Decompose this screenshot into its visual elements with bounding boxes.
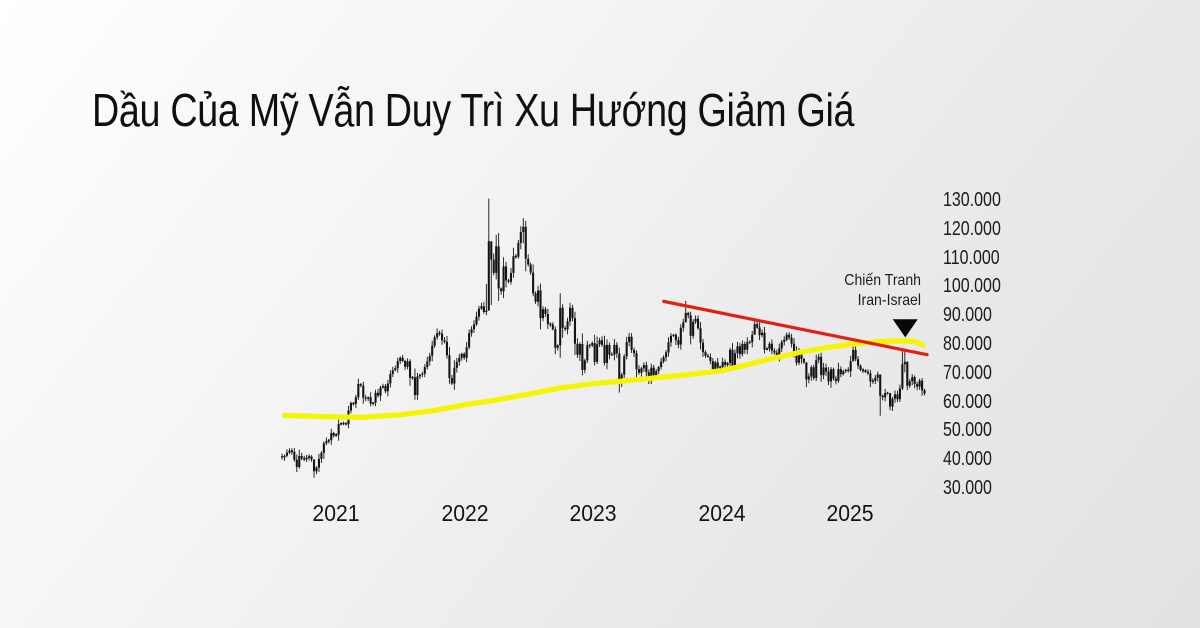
y-tick-label: 120.000 <box>943 217 1001 240</box>
x-tick-label: 2021 <box>312 500 360 526</box>
x-tick-label: 2022 <box>440 500 489 526</box>
moving-average-line <box>282 338 926 420</box>
y-tick-label: 130.000 <box>943 189 1001 211</box>
downtrend-line <box>662 299 929 357</box>
event-annotation-line2: Iran-Israel <box>857 291 921 309</box>
candle-wicks <box>281 198 925 478</box>
y-tick-label: 90.000 <box>943 304 992 327</box>
y-tick-label: 110.000 <box>943 246 1000 269</box>
y-tick-label: 80.000 <box>943 333 992 355</box>
y-tick-label: 70.000 <box>943 361 992 384</box>
y-tick-label: 30.000 <box>943 477 992 499</box>
y-tick-label: 50.000 <box>943 419 992 442</box>
x-tick-label: 2023 <box>569 500 617 526</box>
x-tick-label: 2024 <box>697 500 746 526</box>
candle-bodies <box>280 226 926 472</box>
y-tick-label: 40.000 <box>943 448 992 471</box>
event-annotation: Chiến Tranh Iran-Israel <box>727 271 921 310</box>
x-tick-label: 2025 <box>826 500 874 526</box>
y-tick-label: 100.000 <box>943 275 1001 298</box>
page-title: Dầu Của Mỹ Vẫn Duy Trì Xu Hướng Giảm Giá <box>92 84 855 136</box>
y-tick-label: 60.000 <box>943 390 992 413</box>
event-annotation-line1: Chiến Tranh <box>844 272 921 289</box>
down-triangle-marker-icon <box>892 319 918 338</box>
